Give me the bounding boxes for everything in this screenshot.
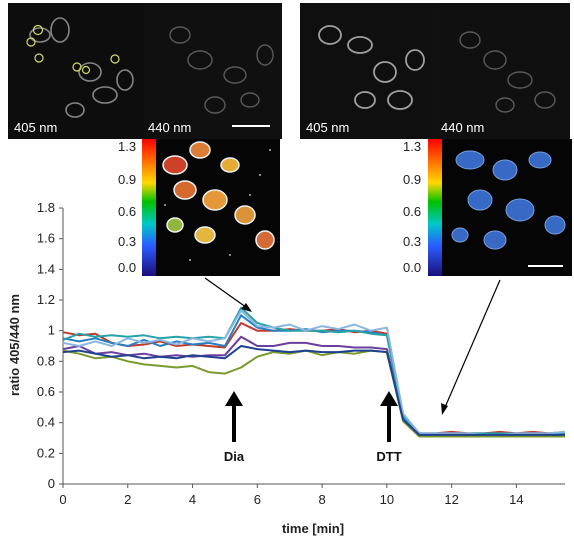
dtt-label: DTT — [376, 449, 401, 464]
series-line-6 — [62, 309, 566, 436]
series-line-7 — [62, 345, 565, 436]
y-tick-label: 1.6 — [37, 231, 55, 246]
cbar-left-tick-3: 0.3 — [118, 234, 136, 249]
label-440-right: 440 nm — [441, 120, 484, 135]
pointer-left-head — [241, 303, 252, 312]
y-tick-label: 0.6 — [37, 384, 55, 399]
micrograph-right-405: 405 nm — [300, 3, 435, 139]
chart-axes: 0 0.2 0.4 0.6 0.8 1 1.2 1.4 1.6 1.8 0 2 4 6 8 10 12 14 — [37, 200, 565, 507]
annotation-dia: Dia — [224, 391, 245, 464]
ratio-image-right: 1.3 0.9 0.6 0.3 0.0 — [403, 139, 572, 276]
label-440-left: 440 nm — [148, 120, 191, 135]
series-line-2 — [62, 314, 566, 436]
series-line-4 — [62, 349, 565, 438]
label-405-left: 405 nm — [14, 120, 57, 135]
x-tick-label: 14 — [509, 492, 523, 507]
colorbar-right — [428, 139, 442, 276]
y-tick-label: 0.8 — [37, 353, 55, 368]
cbar-right-tick-1: 0.9 — [403, 172, 421, 187]
x-tick-label: 4 — [189, 492, 196, 507]
y-tick-label: 1 — [48, 323, 55, 338]
micrograph-right-440: 440 nm — [435, 3, 570, 139]
ratio-image-left: 1.3 0.9 0.6 0.3 0.0 — [118, 139, 280, 276]
x-tick-label: 10 — [380, 492, 394, 507]
pointer-right — [442, 279, 501, 413]
chart-series — [62, 306, 566, 438]
roi-circles — [26, 24, 120, 75]
y-tick-label: 0 — [48, 476, 55, 491]
y-tick-label: 1.2 — [37, 292, 55, 307]
series-line-1 — [62, 322, 566, 435]
y-axis-title: ratio 405/440 nm — [7, 294, 22, 396]
cbar-left-tick-4: 0.0 — [118, 260, 136, 275]
pointer-left — [204, 277, 251, 311]
x-tick-label: 12 — [444, 492, 458, 507]
line-chart: 0 0.2 0.4 0.6 0.8 1 1.2 1.4 1.6 1.8 0 2 4 6 8 10 12 14 ra… — [7, 200, 566, 536]
dia-label: Dia — [224, 449, 245, 464]
dia-arrow-head — [225, 391, 243, 406]
x-axis-title: time [min] — [282, 521, 344, 536]
cbar-left-tick-0: 1.3 — [118, 139, 136, 154]
dtt-arrow-head — [380, 391, 398, 406]
micrograph-left-440: 440 nm — [144, 3, 282, 139]
cbar-right-tick-4: 0.0 — [403, 260, 421, 275]
x-tick-label: 6 — [254, 492, 261, 507]
label-405-right: 405 nm — [306, 120, 349, 135]
y-tick-label: 1.8 — [37, 200, 55, 215]
annotation-dtt: DTT — [376, 391, 402, 464]
x-tick-label: 0 — [59, 492, 66, 507]
cbar-left-tick-2: 0.6 — [118, 204, 136, 219]
cbar-left-tick-1: 0.9 — [118, 172, 136, 187]
cbar-right-tick-0: 1.3 — [403, 139, 421, 154]
y-tick-label: 0.2 — [37, 445, 55, 460]
micrograph-left-405: 405 nm — [8, 3, 144, 139]
colorbar-left — [142, 139, 156, 276]
pointer-right-head — [441, 403, 448, 415]
x-tick-label: 8 — [318, 492, 325, 507]
pointer-arrows — [204, 277, 501, 415]
series-line-5 — [62, 306, 565, 435]
y-tick-label: 0.4 — [37, 415, 55, 430]
cbar-right-tick-2: 0.6 — [403, 204, 421, 219]
x-tick-label: 2 — [124, 492, 131, 507]
cbar-right-tick-3: 0.3 — [403, 234, 421, 249]
y-tick-label: 1.4 — [37, 261, 55, 276]
